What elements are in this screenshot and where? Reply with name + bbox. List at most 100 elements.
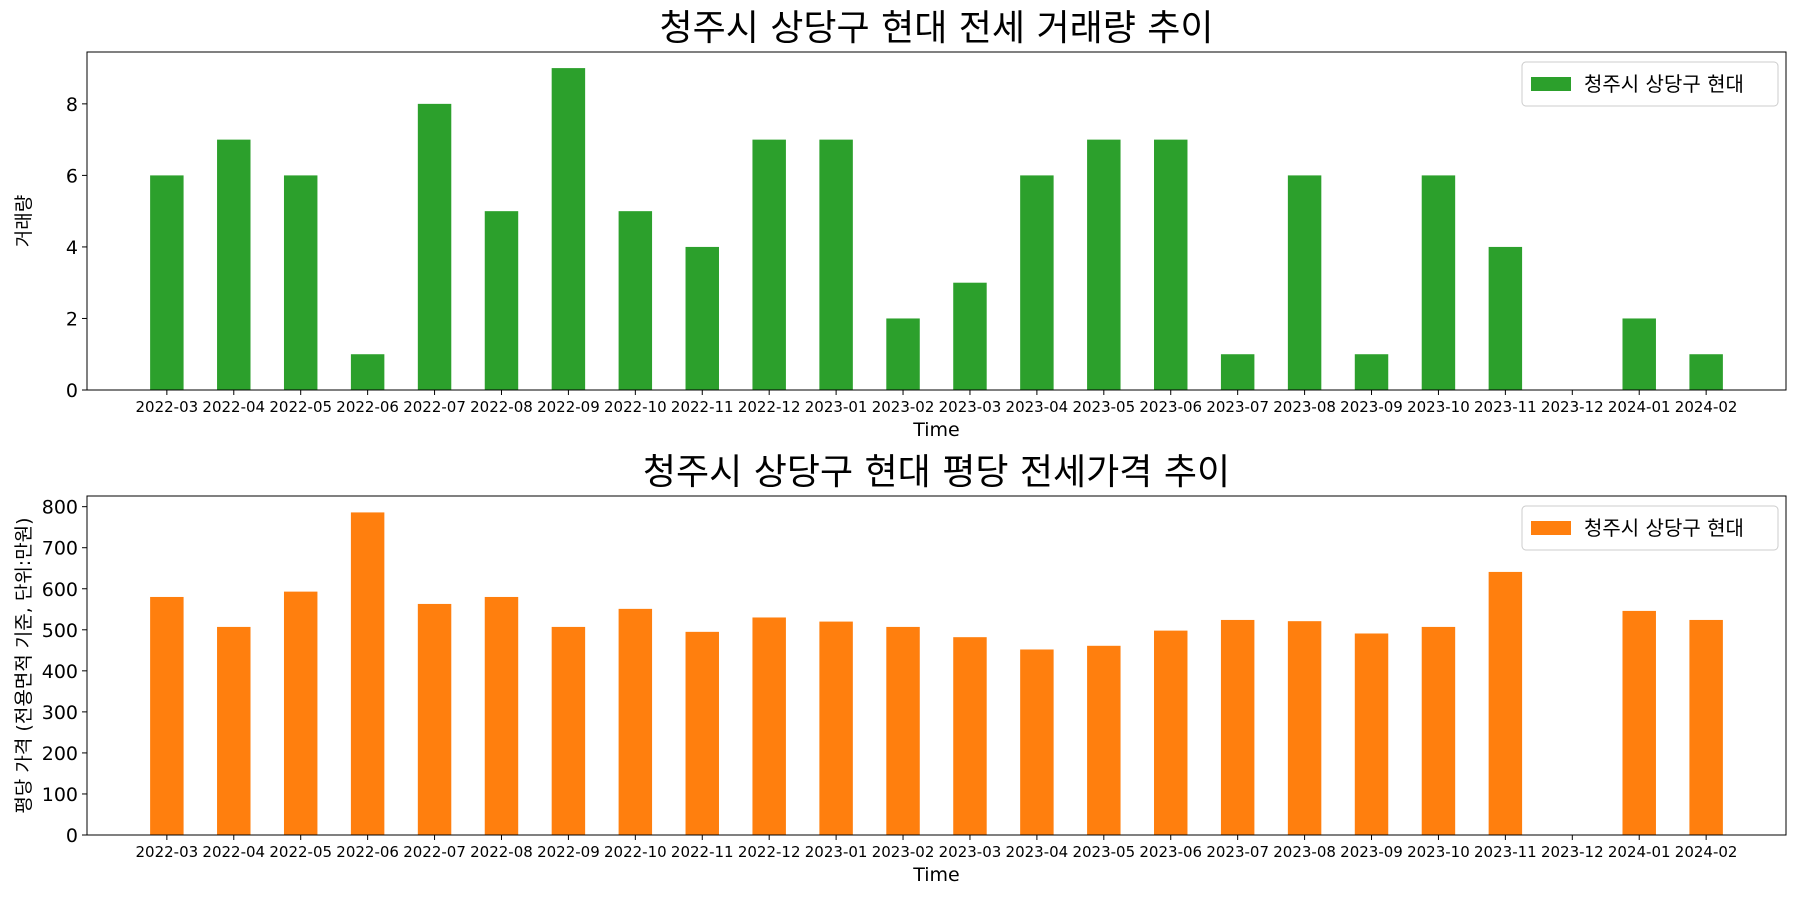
chart2-x-tick-label: 2023-04: [1006, 843, 1069, 861]
chart1-bar: [217, 139, 251, 390]
chart1-bar: [1020, 175, 1054, 390]
chart2-y-tick-label: 0: [66, 825, 78, 847]
chart1-x-tick-label: 2023-01: [805, 398, 868, 416]
chart1-bar: [1287, 175, 1322, 390]
chart2-x-tick-label: 2023-05: [1072, 843, 1135, 861]
chart2-x-tick-label: 2023-12: [1541, 843, 1604, 861]
chart2-y-tick-label: 200: [42, 743, 78, 765]
chart1-x-tick-label: 2022-10: [604, 398, 667, 416]
chart2-bar: [886, 626, 920, 835]
chart1-bar: [1154, 139, 1188, 390]
chart2-y-tick-label: 600: [42, 579, 78, 601]
chart2-bar: [150, 596, 184, 835]
chart1-x-tick-label: 2023-06: [1139, 398, 1202, 416]
chart2-x-tick-label: 2022-03: [136, 843, 199, 861]
chart2-bar: [1154, 630, 1188, 835]
chart1-bar: [685, 246, 719, 390]
chart2-bar: [1689, 619, 1723, 835]
chart1-bar: [1421, 175, 1456, 390]
chart1-x-tick-label: 2024-02: [1675, 398, 1738, 416]
chart1-bar: [819, 139, 853, 390]
chart1-y-tick-label: 0: [66, 380, 78, 402]
chart2-plot-frame: [86, 495, 1787, 836]
chart2-bar: [1421, 626, 1456, 835]
chart2-bar: [551, 626, 586, 835]
chart1-bar: [618, 211, 653, 390]
chart2-bar: [685, 631, 719, 835]
chart2-x-tick-label: 2024-02: [1675, 843, 1738, 861]
chart2-bar: [752, 617, 786, 835]
chart2-legend-swatch: [1531, 521, 1571, 535]
chart2-x-tick-label: 2022-06: [336, 843, 399, 861]
chart2-legend: 청주시 상당구 현대: [1521, 505, 1779, 551]
chart2-x-tick-label: 2022-08: [470, 843, 533, 861]
chart2-title: 청주시 상당구 현대 평당 전세가격 추이: [643, 452, 1230, 493]
chart2-legend-box: [1521, 505, 1779, 551]
chart1-x-tick-label: 2022-08: [470, 398, 533, 416]
chart1-x-tick-label: 2022-12: [738, 398, 801, 416]
chart2-x-tick-label: 2023-11: [1474, 843, 1537, 861]
chart1-y-axis-label: 거래량: [13, 195, 35, 247]
chart1-legend-swatch: [1531, 77, 1571, 91]
chart1-bar: [1622, 318, 1656, 390]
chart2-bar: [618, 608, 653, 835]
chart1-x-tick-label: 2022-06: [336, 398, 399, 416]
chart1-bar: [752, 139, 786, 390]
chart1-y-tick-label: 4: [66, 237, 78, 259]
chart2-bar: [819, 621, 853, 835]
chart1-bar: [886, 318, 920, 390]
chart1-x-tick-label: 2022-09: [537, 398, 600, 416]
chart1-y-tick-label: 2: [66, 308, 78, 330]
chart2-bar: [1087, 645, 1121, 835]
chart2-bar: [1354, 633, 1389, 835]
chart2-bar: [1488, 571, 1523, 835]
chart2-x-tick-label: 2022-04: [202, 843, 265, 861]
chart2-y-tick-label: 700: [42, 538, 78, 560]
chart1-plot-frame: [86, 51, 1787, 391]
chart2-x-tick-label: 2022-05: [269, 843, 332, 861]
chart1-x-tick-label: 2023-05: [1072, 398, 1135, 416]
chart2-x-tick-label: 2023-06: [1139, 843, 1202, 861]
chart1-x-tick-label: 2022-07: [403, 398, 466, 416]
chart2-x-tick-label: 2023-09: [1340, 843, 1403, 861]
chart1-legend-box: [1521, 61, 1779, 107]
chart2-x-tick-label: 2022-11: [671, 843, 734, 861]
chart2-x-axis-label: Time: [912, 864, 960, 886]
chart1-bar: [953, 282, 987, 390]
chart1-x-tick-label: 2023-08: [1273, 398, 1336, 416]
chart2-bar: [1287, 621, 1322, 835]
chart1-bar: [551, 68, 586, 390]
chart1-bar: [1220, 354, 1255, 390]
chart1-x-tick-label: 2022-04: [202, 398, 265, 416]
chart1-x-tick-label: 2022-11: [671, 398, 734, 416]
chart1-x-axis-label: Time: [912, 419, 960, 441]
chart2-y-tick-label: 500: [42, 620, 78, 642]
chart2-bar: [350, 512, 385, 835]
chart1-x-tick-label: 2023-12: [1541, 398, 1604, 416]
chart1-bar: [484, 211, 519, 390]
chart2-bar: [1220, 619, 1255, 835]
chart1-bar: [1689, 354, 1723, 390]
chart2-x-tick-label: 2022-09: [537, 843, 600, 861]
chart1-x-tick-label: 2023-07: [1206, 398, 1269, 416]
chart2-bar: [1622, 610, 1656, 835]
chart1-x-tick-label: 2023-02: [872, 398, 935, 416]
chart2-bar: [217, 626, 251, 835]
chart1-y-tick-label: 8: [66, 94, 78, 116]
chart2-x-tick-label: 2023-07: [1206, 843, 1269, 861]
chart2-legend-label: 청주시 상당구 현대: [1584, 516, 1744, 540]
chart1-title: 청주시 상당구 현대 전세 거래량 추이: [659, 8, 1213, 49]
chart2-x-tick-label: 2023-02: [872, 843, 935, 861]
chart2-bar: [953, 637, 987, 835]
chart2-y-tick-label: 400: [42, 661, 78, 683]
chart1-legend-label: 청주시 상당구 현대: [1584, 72, 1744, 96]
chart1-x-tick-label: 2023-09: [1340, 398, 1403, 416]
chart1-bar: [350, 354, 385, 390]
chart1-bar: [1354, 354, 1389, 390]
chart1-bar: [1488, 246, 1523, 390]
chart1-x-tick-label: 2023-11: [1474, 398, 1537, 416]
chart2-bar: [283, 591, 318, 835]
chart2-x-tick-label: 2023-01: [805, 843, 868, 861]
